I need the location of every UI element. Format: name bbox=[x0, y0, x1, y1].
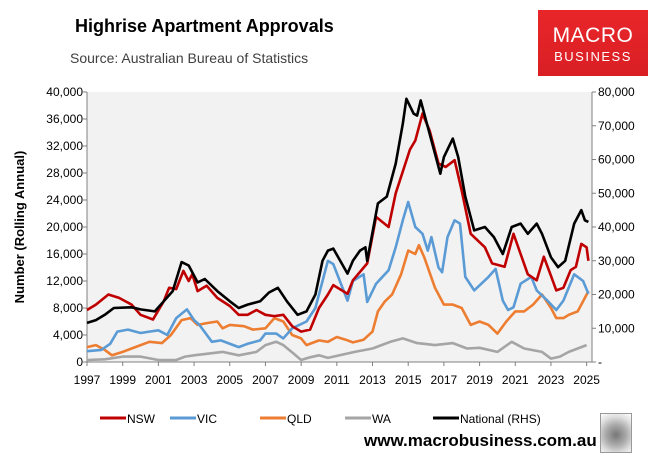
y-tick-label: 0 bbox=[76, 355, 83, 369]
x-tick-label: 2003 bbox=[181, 373, 208, 387]
y-tick-label: 40,000 bbox=[46, 85, 83, 99]
legend-label: VIC bbox=[197, 412, 217, 426]
y2-tick-label: - bbox=[598, 355, 602, 369]
plot-area bbox=[87, 92, 592, 362]
x-tick-label: 2019 bbox=[466, 373, 493, 387]
x-tick-label: 2013 bbox=[359, 373, 386, 387]
x-tick-label: 2023 bbox=[538, 373, 565, 387]
y-tick-label: 36,000 bbox=[46, 112, 83, 126]
y2-tick-label: 10,000 bbox=[598, 321, 635, 335]
y-axis-label: Number (Rolling Annual) bbox=[12, 151, 27, 304]
y2-tick-label: 20,000 bbox=[598, 288, 635, 302]
logo-line2: BUSINESS bbox=[554, 49, 632, 64]
y-tick-label: 16,000 bbox=[46, 247, 83, 261]
series-line-wa bbox=[86, 337, 588, 362]
x-tick-label: 2017 bbox=[431, 373, 458, 387]
y2-tick-label: 30,000 bbox=[598, 254, 635, 268]
y-tick-label: 32,000 bbox=[46, 139, 83, 153]
y-tick-label: 8,000 bbox=[53, 301, 83, 315]
legend-label: National (RHS) bbox=[460, 412, 541, 426]
y2-tick-label: 70,000 bbox=[598, 119, 635, 133]
x-tick-label: 2021 bbox=[502, 373, 529, 387]
y2-tick-label: 80,000 bbox=[598, 85, 635, 99]
macrobusiness-logo: MACRO BUSINESS bbox=[538, 10, 648, 76]
x-tick-label: 2025 bbox=[573, 373, 600, 387]
y-tick-label: 28,000 bbox=[46, 166, 83, 180]
chart-title: Highrise Apartment Approvals bbox=[75, 16, 334, 36]
legend-label: NSW bbox=[127, 412, 156, 426]
x-tick-label: 2009 bbox=[288, 373, 315, 387]
wolf-icon bbox=[600, 413, 632, 453]
chart-source: Source: Australian Bureau of Statistics bbox=[70, 50, 309, 66]
x-tick-label: 2007 bbox=[252, 373, 279, 387]
series-line-vic bbox=[86, 200, 590, 353]
series-line-qld bbox=[86, 243, 590, 357]
x-tick-label: 2011 bbox=[324, 373, 350, 387]
y2-tick-label: 40,000 bbox=[598, 220, 635, 234]
x-tick-label: 2005 bbox=[216, 373, 243, 387]
series-line-national-rhs bbox=[86, 97, 589, 325]
y2-tick-label: 60,000 bbox=[598, 153, 635, 167]
x-tick-label: 2001 bbox=[145, 373, 172, 387]
series-line-nsw bbox=[86, 112, 590, 333]
x-tick-label: 1997 bbox=[74, 373, 101, 387]
x-tick-label: 1999 bbox=[109, 373, 136, 387]
y-tick-label: 24,000 bbox=[46, 193, 83, 207]
y2-tick-label: 50,000 bbox=[598, 186, 635, 200]
website-url: www.macrobusiness.com.au bbox=[364, 431, 597, 450]
legend-label: QLD bbox=[287, 412, 312, 426]
y-tick-label: 12,000 bbox=[46, 274, 83, 288]
y-tick-label: 20,000 bbox=[46, 220, 83, 234]
y-tick-label: 4,000 bbox=[53, 328, 83, 342]
logo-line1: MACRO bbox=[552, 24, 634, 47]
x-tick-label: 2015 bbox=[395, 373, 422, 387]
legend-label: WA bbox=[372, 412, 391, 426]
